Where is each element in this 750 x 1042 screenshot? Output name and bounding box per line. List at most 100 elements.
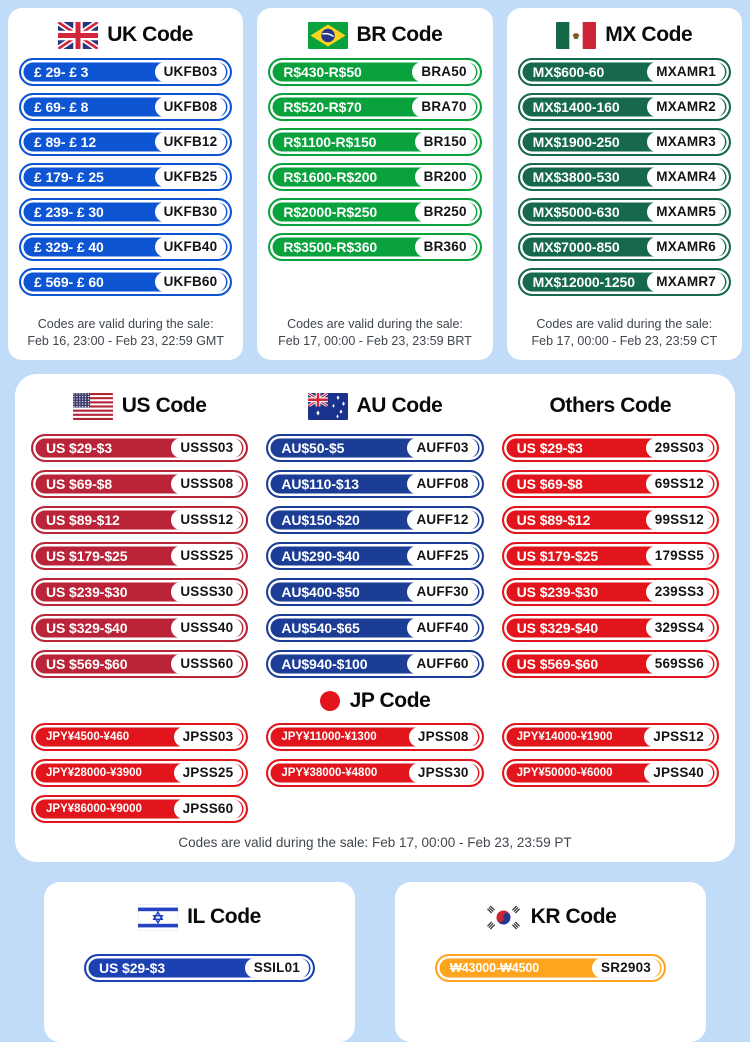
- coupon-pill[interactable]: US $179-$25 179SS5: [501, 542, 719, 570]
- coupon-pill[interactable]: JPY¥4500-¥460 JPSS03: [31, 723, 249, 751]
- coupon-threshold: AU$110-$13: [281, 476, 359, 492]
- coupon-code: JPSS30: [408, 763, 478, 783]
- coupon-threshold: JPY¥38000-¥4800: [281, 767, 378, 779]
- coupon-threshold: US $239-$30: [516, 584, 599, 600]
- coupon-pill[interactable]: MX$600-60 MXAMR1: [517, 58, 731, 86]
- coupon-code: USSS30: [171, 582, 243, 602]
- coupon-threshold: MX$1400-160: [532, 99, 620, 115]
- jp-section-title: JP Code: [349, 689, 431, 712]
- coupon-pill[interactable]: £ 569- £ 60 UKFB60: [19, 268, 233, 296]
- coupon-pill[interactable]: R$1100-R$150 BR150: [268, 128, 482, 156]
- coupon-pill[interactable]: AU$50-$5 AUFF03: [266, 434, 484, 462]
- coupon-pill[interactable]: MX$5000-630 MXAMR5: [517, 198, 731, 226]
- coupon-pill[interactable]: £ 29- £ 3 UKFB03: [19, 58, 233, 86]
- uk-validity-note: Codes are valid during the sale: Feb 16,…: [27, 316, 224, 348]
- coupon-pill[interactable]: US $29-$3 29SS03: [501, 434, 719, 462]
- mx-card-header: MX Code: [516, 20, 733, 50]
- coupon-pill[interactable]: US $89-$12 99SS12: [501, 506, 719, 534]
- main-card: US Code: [15, 374, 735, 862]
- coupon-threshold: AU$150-$20: [281, 512, 360, 528]
- coupon-pill[interactable]: £ 69- £ 8 UKFB08: [19, 93, 233, 121]
- kr-coupon-list: ₩43000-₩4500 SR2903: [435, 954, 666, 982]
- coupon-threshold: MX$1900-250: [532, 134, 620, 150]
- coupon-pill[interactable]: R$1600-R$200 BR200: [268, 163, 482, 191]
- coupon-pill[interactable]: MX$7000-850 MXAMR6: [517, 233, 731, 261]
- coupon-threshold: £ 89- £ 12: [34, 134, 97, 150]
- coupon-pill[interactable]: US $29-$3 USSS03: [31, 434, 249, 462]
- kr-flag-icon: [484, 903, 522, 931]
- coupon-code: BRA70: [412, 97, 476, 117]
- coupon-threshold: US $569-$60: [516, 656, 599, 672]
- coupon-pill[interactable]: JPY¥50000-¥6000 JPSS40: [501, 759, 719, 787]
- coupon-pill[interactable]: R$430-R$50 BRA50: [268, 58, 482, 86]
- coupon-pill[interactable]: £ 329- £ 40 UKFB40: [19, 233, 233, 261]
- coupon-pill[interactable]: US $329-$40 329SS4: [501, 614, 719, 642]
- coupon-pill[interactable]: US $69-$8 69SS12: [501, 470, 719, 498]
- coupon-code: USSS25: [171, 546, 243, 566]
- coupon-pill[interactable]: US $569-$60 USSS60: [31, 650, 249, 678]
- coupon-threshold: MX$12000-1250: [532, 274, 635, 290]
- mx-flag-icon: [556, 21, 597, 49]
- coupon-pill[interactable]: US $239-$30 239SS3: [501, 578, 719, 606]
- coupon-code: UKFB03: [154, 62, 227, 82]
- jp-coupon-list-1: JPY¥4500-¥460 JPSS03 JPY¥28000-¥3900 JPS…: [31, 723, 249, 823]
- coupon-pill[interactable]: JPY¥14000-¥1900 JPSS12: [501, 723, 719, 751]
- coupon-threshold: JPY¥50000-¥6000: [516, 767, 613, 779]
- coupon-code: 29SS03: [645, 438, 713, 458]
- coupon-threshold: US $329-$40: [516, 620, 599, 636]
- coupon-pill[interactable]: MX$1900-250 MXAMR3: [517, 128, 731, 156]
- coupon-pill[interactable]: AU$150-$20 AUFF12: [266, 506, 484, 534]
- jp-flag-icon: [319, 691, 340, 711]
- coupon-pill[interactable]: AU$110-$13 AUFF08: [266, 470, 484, 498]
- coupon-code: AUFF25: [407, 546, 478, 566]
- coupon-pill[interactable]: £ 239- £ 30 UKFB30: [19, 198, 233, 226]
- coupon-pill[interactable]: US $239-$30 USSS30: [31, 578, 249, 606]
- coupon-code: BR250: [414, 202, 476, 222]
- coupon-threshold: R$430-R$50: [283, 64, 362, 80]
- coupon-pill[interactable]: US $29-$3 SSIL01: [84, 954, 315, 982]
- coupon-pill[interactable]: ₩43000-₩4500 SR2903: [435, 954, 666, 982]
- coupon-code: MXAMR5: [647, 202, 725, 222]
- br-card: BR Code R$430-R$50 BRA50 R$520-R$70 BRA7…: [257, 8, 493, 360]
- coupon-code: JPSS60: [173, 799, 243, 819]
- coupon-code: UKFB08: [154, 97, 227, 117]
- coupon-threshold: US $29-$3: [99, 960, 166, 976]
- coupon-threshold: US $89-$12: [46, 512, 120, 528]
- br-card-header: BR Code: [266, 20, 483, 50]
- main-card-headers: US Code: [31, 390, 719, 422]
- coupon-pill[interactable]: US $89-$12 USSS12: [31, 506, 249, 534]
- coupon-pill[interactable]: US $329-$40 USSS40: [31, 614, 249, 642]
- jp-coupon-list-3: JPY¥14000-¥1900 JPSS12 JPY¥50000-¥6000 J…: [501, 723, 719, 787]
- coupon-pill[interactable]: R$520-R$70 BRA70: [268, 93, 482, 121]
- uk-card: UK Code £ 29- £ 3 UKFB03 £ 69- £ 8 UKFB0…: [8, 8, 244, 360]
- coupon-pill[interactable]: MX$3800-530 MXAMR4: [517, 163, 731, 191]
- coupon-code: AUFF08: [407, 474, 478, 494]
- coupon-pill[interactable]: R$2000-R$250 BR250: [268, 198, 482, 226]
- coupon-pill[interactable]: AU$940-$100 AUFF60: [266, 650, 484, 678]
- coupon-pill[interactable]: JPY¥86000-¥9000 JPSS60: [31, 795, 249, 823]
- coupon-pill[interactable]: AU$540-$65 AUFF40: [266, 614, 484, 642]
- coupon-pill[interactable]: US $569-$60 569SS6: [501, 650, 719, 678]
- coupon-pill[interactable]: JPY¥38000-¥4800 JPSS30: [266, 759, 484, 787]
- coupon-pill[interactable]: JPY¥28000-¥3900 JPSS25: [31, 759, 249, 787]
- coupon-code: BR360: [414, 237, 476, 257]
- br-card-title: BR Code: [356, 23, 443, 46]
- coupon-pill[interactable]: £ 179- £ 25 UKFB25: [19, 163, 233, 191]
- coupon-pill[interactable]: US $179-$25 USSS25: [31, 542, 249, 570]
- coupon-threshold: R$520-R$70: [283, 99, 362, 115]
- coupon-pill[interactable]: JPY¥11000-¥1300 JPSS08: [266, 723, 484, 751]
- coupon-code: BR150: [414, 132, 476, 152]
- coupon-pill[interactable]: R$3500-R$360 BR360: [268, 233, 482, 261]
- coupon-pill[interactable]: £ 89- £ 12 UKFB12: [19, 128, 233, 156]
- coupon-code: USSS03: [171, 438, 243, 458]
- coupon-pill[interactable]: US $69-$8 USSS08: [31, 470, 249, 498]
- coupon-pill[interactable]: MX$1400-160 MXAMR2: [517, 93, 731, 121]
- br-validity-note: Codes are valid during the sale: Feb 17,…: [278, 316, 472, 348]
- us-flag-icon: [72, 392, 113, 420]
- coupon-code: MXAMR4: [647, 167, 725, 187]
- coupon-pill[interactable]: AU$290-$40 AUFF25: [266, 542, 484, 570]
- coupon-threshold: MX$5000-630: [532, 204, 620, 220]
- il-flag-icon: [138, 903, 179, 931]
- coupon-pill[interactable]: AU$400-$50 AUFF30: [266, 578, 484, 606]
- coupon-pill[interactable]: MX$12000-1250 MXAMR7: [517, 268, 731, 296]
